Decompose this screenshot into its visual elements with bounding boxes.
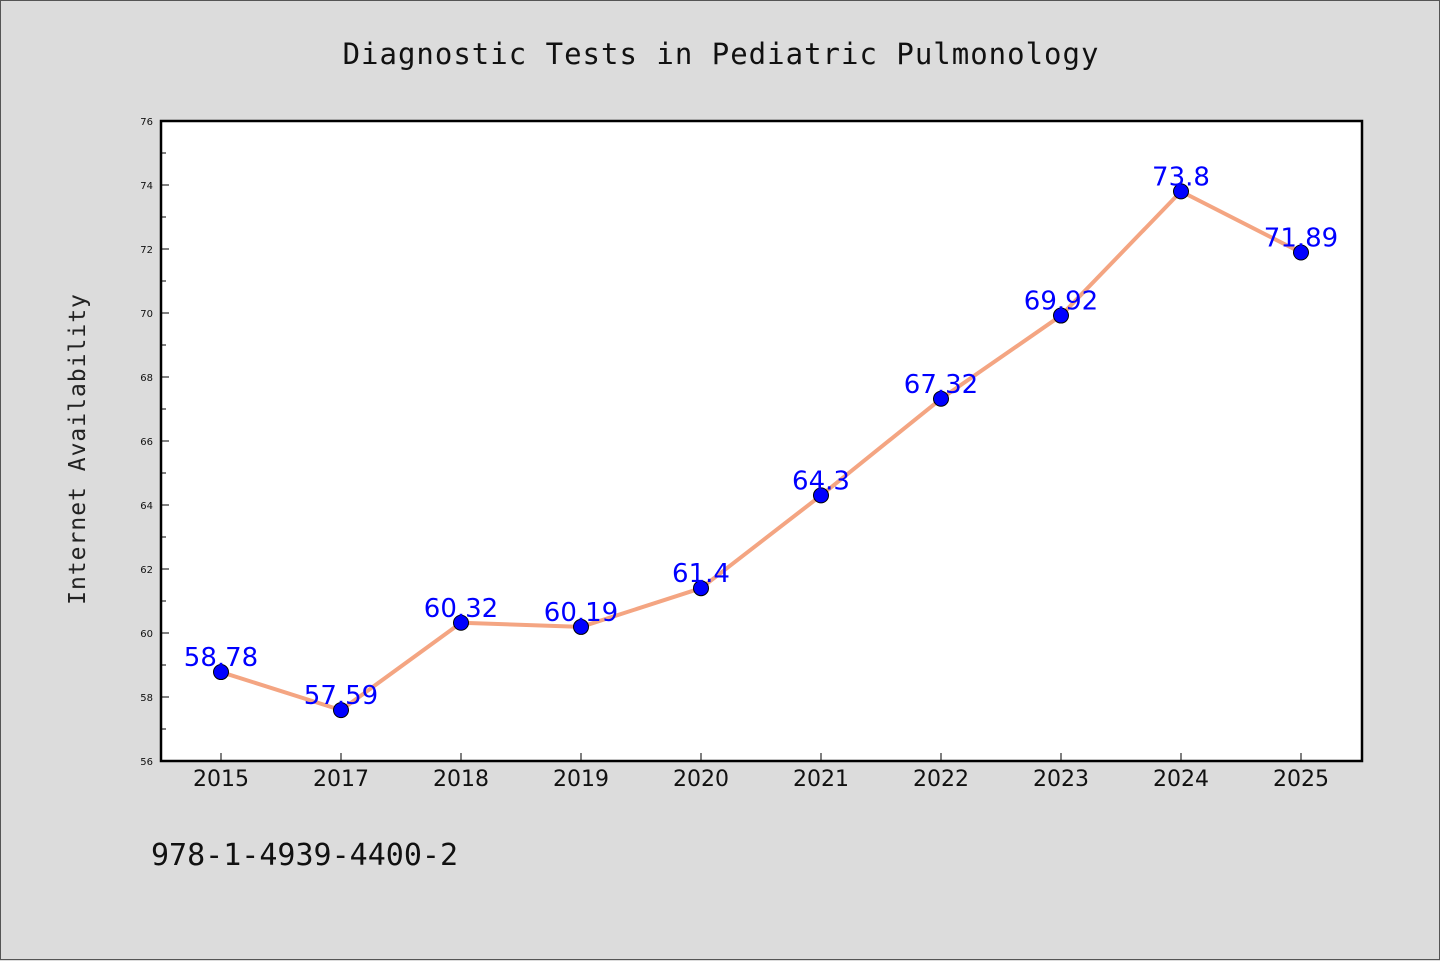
x-tick-label: 2022 (913, 767, 969, 792)
x-tick-label: 2024 (1153, 767, 1209, 792)
x-tick-label: 2015 (193, 767, 249, 792)
data-point (573, 618, 589, 635)
data-label: 67.32 (904, 370, 978, 400)
y-tick-label: 70 (140, 309, 153, 320)
data-label: 60.19 (544, 598, 618, 628)
y-tick-label: 64 (140, 501, 153, 512)
data-labels: 58.78 57.59 60.32 60.19 61.4 64.3 67.32 69.92 73… (184, 162, 1338, 711)
y-tick-label: 74 (140, 181, 153, 192)
y-tick-label: 56 (140, 757, 153, 768)
y-tick-label: 62 (140, 565, 153, 576)
data-label: 69.92 (1024, 287, 1098, 317)
data-point (1173, 183, 1189, 200)
data-label: 58.78 (184, 643, 258, 673)
data-label: 60.32 (424, 594, 498, 624)
y-axis-label: Internet Availability (65, 293, 91, 605)
data-label: 73.8 (1152, 162, 1210, 192)
y-tick-label: 68 (140, 373, 153, 384)
y-tick-label: 72 (140, 245, 153, 256)
data-point (693, 580, 709, 597)
x-tick-label: 2020 (673, 767, 729, 792)
x-tick-label: 2019 (553, 767, 609, 792)
x-tick-label: 2018 (433, 767, 489, 792)
series-line (219, 189, 1303, 713)
data-points (213, 183, 1309, 719)
data-point (813, 487, 829, 504)
axis-ticks: 56 58 60 62 64 66 68 70 72 74 76 2015 2017 2018 2019 20… (140, 117, 1329, 792)
data-point (1293, 244, 1309, 261)
data-label: 64.3 (792, 466, 850, 496)
data-label: 61.4 (672, 559, 730, 589)
data-point (453, 614, 469, 631)
y-tick-label: 76 (140, 117, 153, 128)
plot-frame (159, 119, 1364, 763)
data-point (213, 664, 229, 681)
y-tick-label: 58 (140, 693, 153, 704)
data-label: 71.89 (1264, 224, 1338, 254)
data-point (933, 390, 949, 407)
chart-title: Diagnostic Tests in Pediatric Pulmonolog… (343, 37, 1100, 71)
x-tick-label: 2023 (1033, 767, 1089, 792)
data-label: 57.59 (304, 681, 378, 711)
data-point (333, 702, 349, 719)
footer-isbn: 978-1-4939-4400-2 (151, 838, 458, 873)
y-tick-label: 66 (140, 437, 153, 448)
x-tick-label: 2017 (313, 767, 369, 792)
plot-area (161, 121, 1362, 761)
series-line-layer (219, 189, 1303, 713)
x-tick-label: 2021 (793, 767, 849, 792)
y-tick-label: 60 (140, 629, 153, 640)
x-tick-label: 2025 (1273, 767, 1329, 792)
data-point (1053, 307, 1069, 324)
